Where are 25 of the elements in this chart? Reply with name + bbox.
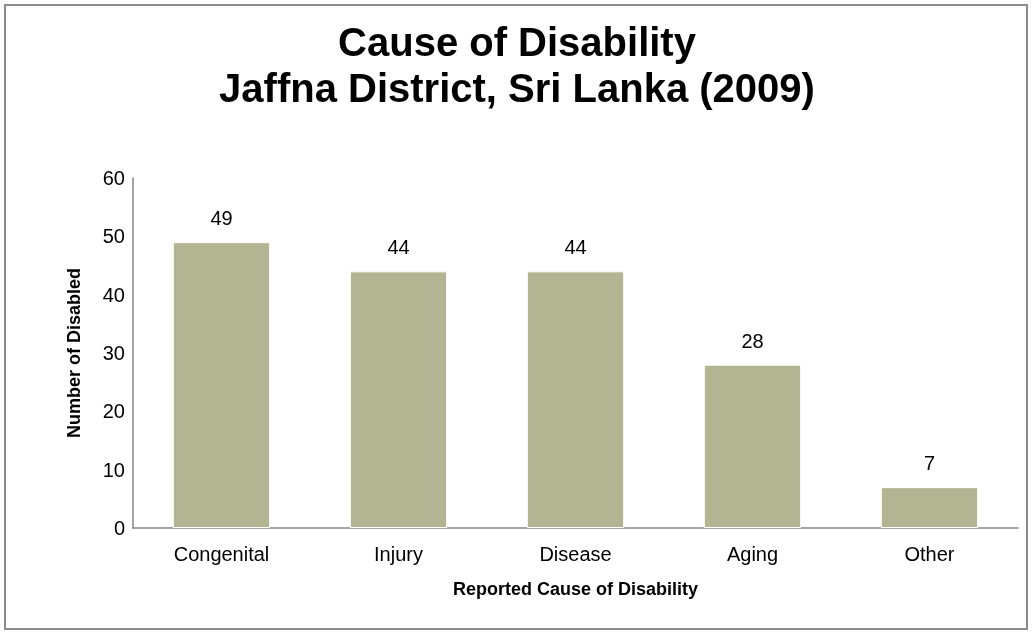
y-tick-label: 20 (102, 400, 125, 423)
chart-title: Cause of Disability Jaffna District, Sri Lanka (2009) (219, 20, 815, 110)
bar (526, 271, 625, 528)
x-tick-label: Injury (374, 543, 423, 565)
bar (172, 242, 271, 528)
x-axis-title: Reported Cause of Disability (452, 579, 699, 599)
x-tick-label: Congenital (173, 543, 270, 565)
x-tick-label: Disease (539, 543, 612, 565)
y-tick-label: 30 (102, 342, 125, 364)
x-tick-label: Aging (726, 543, 779, 565)
y-tick-label: 0 (113, 517, 125, 539)
data-label: 7 (923, 452, 936, 475)
y-axis-title: Number of Disabled (64, 267, 84, 439)
y-tick-label: 40 (102, 283, 125, 306)
data-label: 49 (210, 207, 233, 230)
data-label: 44 (387, 236, 410, 259)
x-tick-label: Other (904, 543, 955, 565)
y-tick-label: 50 (102, 225, 125, 248)
bar (703, 364, 802, 528)
data-label: 44 (564, 236, 587, 259)
bar (880, 487, 979, 528)
bar (349, 271, 448, 528)
y-tick-label: 60 (102, 167, 125, 189)
data-label: 28 (741, 329, 764, 352)
y-tick-label: 10 (102, 458, 125, 481)
